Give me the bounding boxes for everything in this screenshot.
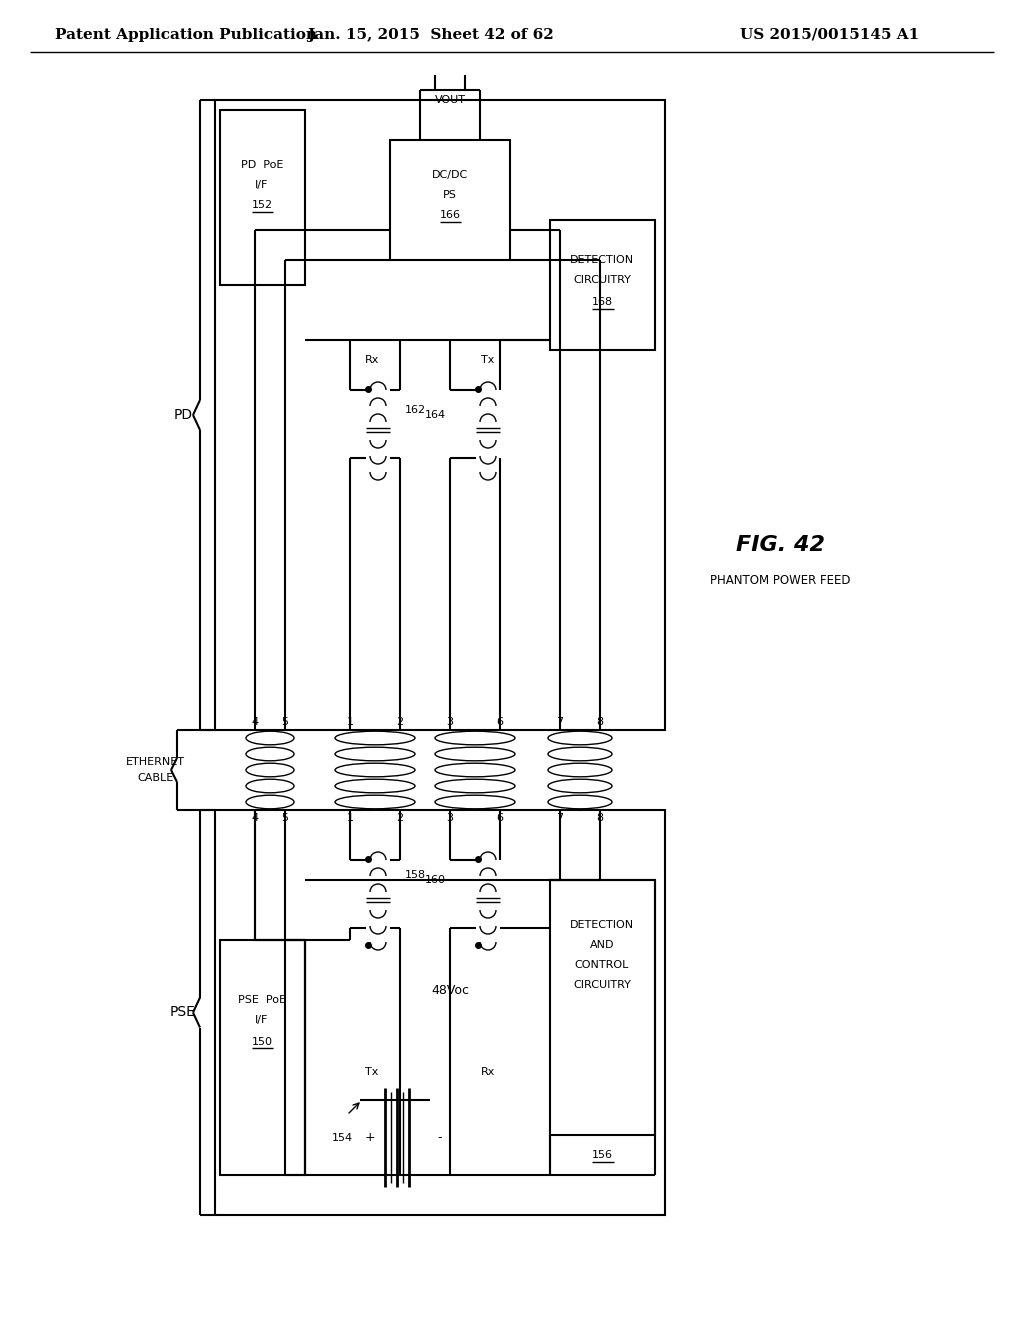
Ellipse shape — [246, 779, 294, 793]
Text: 158: 158 — [406, 870, 426, 880]
Ellipse shape — [335, 747, 415, 760]
Text: DETECTION: DETECTION — [570, 255, 634, 265]
Bar — [215, 100, 665, 730]
Text: CONTROL: CONTROL — [574, 960, 629, 970]
Text: PSE  PoE: PSE PoE — [238, 995, 286, 1005]
Ellipse shape — [335, 779, 415, 793]
Ellipse shape — [335, 763, 415, 776]
Text: 3: 3 — [446, 813, 454, 822]
Text: 168: 168 — [592, 297, 612, 308]
Ellipse shape — [246, 763, 294, 776]
Text: Tx: Tx — [481, 355, 495, 366]
Text: DETECTION: DETECTION — [570, 920, 634, 931]
Text: 6: 6 — [497, 717, 504, 727]
Ellipse shape — [335, 731, 415, 744]
Text: 3: 3 — [446, 717, 454, 727]
Text: 8: 8 — [596, 717, 603, 727]
Text: 7: 7 — [556, 717, 563, 727]
Text: -: - — [437, 1131, 442, 1144]
Ellipse shape — [246, 731, 294, 744]
Ellipse shape — [548, 779, 612, 793]
Text: 152: 152 — [252, 201, 272, 210]
Text: 160: 160 — [425, 875, 446, 884]
Text: AND: AND — [590, 940, 614, 950]
Bar — [550, 880, 655, 1135]
Text: 2: 2 — [396, 717, 403, 727]
Text: 1: 1 — [346, 717, 353, 727]
Bar — [390, 140, 510, 260]
Text: Rx: Rx — [481, 1067, 496, 1077]
Text: ETHERNET: ETHERNET — [126, 756, 184, 767]
Ellipse shape — [548, 747, 612, 760]
Text: 4: 4 — [252, 717, 259, 727]
Text: 48Voc: 48Voc — [431, 983, 469, 997]
Text: 2: 2 — [396, 813, 403, 822]
Bar — [550, 220, 655, 350]
Text: Rx: Rx — [365, 355, 379, 366]
Text: 5: 5 — [282, 717, 289, 727]
Text: CABLE: CABLE — [137, 774, 173, 783]
Bar — [220, 110, 305, 285]
Text: I/F: I/F — [255, 180, 268, 190]
Text: 150: 150 — [252, 1038, 272, 1047]
Text: 5: 5 — [282, 813, 289, 822]
Text: DC/DC: DC/DC — [432, 170, 468, 180]
Text: 166: 166 — [439, 210, 461, 220]
Text: US 2015/0015145 A1: US 2015/0015145 A1 — [740, 28, 920, 42]
Ellipse shape — [548, 731, 612, 744]
Text: +: + — [365, 1131, 376, 1144]
Text: PD: PD — [173, 408, 193, 422]
Text: CIRCUITRY: CIRCUITRY — [573, 979, 631, 990]
Text: Jan. 15, 2015  Sheet 42 of 62: Jan. 15, 2015 Sheet 42 of 62 — [306, 28, 553, 42]
Text: Tx: Tx — [366, 1067, 379, 1077]
Text: CIRCUITRY: CIRCUITRY — [573, 275, 631, 285]
Ellipse shape — [435, 763, 515, 776]
Text: VOUT: VOUT — [434, 95, 466, 106]
Text: Patent Application Publication: Patent Application Publication — [55, 28, 317, 42]
Ellipse shape — [435, 779, 515, 793]
Ellipse shape — [435, 747, 515, 760]
Ellipse shape — [435, 795, 515, 809]
Ellipse shape — [246, 747, 294, 760]
Text: 156: 156 — [592, 1150, 612, 1160]
Ellipse shape — [548, 763, 612, 776]
Text: 154: 154 — [332, 1133, 352, 1143]
Text: 162: 162 — [406, 405, 426, 414]
Text: 164: 164 — [425, 411, 446, 420]
Text: 1: 1 — [346, 813, 353, 822]
Ellipse shape — [548, 795, 612, 809]
Text: PS: PS — [443, 190, 457, 201]
Text: PSE: PSE — [170, 1006, 196, 1019]
Text: PHANTOM POWER FEED: PHANTOM POWER FEED — [710, 573, 850, 586]
Text: 6: 6 — [497, 813, 504, 822]
Ellipse shape — [246, 795, 294, 809]
Text: 7: 7 — [556, 813, 563, 822]
Bar — [215, 810, 665, 1214]
Ellipse shape — [335, 795, 415, 809]
Bar — [220, 940, 305, 1175]
Text: PD  PoE: PD PoE — [241, 160, 284, 170]
Text: I/F: I/F — [255, 1015, 268, 1026]
Text: FIG. 42: FIG. 42 — [735, 535, 824, 554]
Ellipse shape — [435, 731, 515, 744]
Text: 4: 4 — [252, 813, 259, 822]
Text: 8: 8 — [596, 813, 603, 822]
